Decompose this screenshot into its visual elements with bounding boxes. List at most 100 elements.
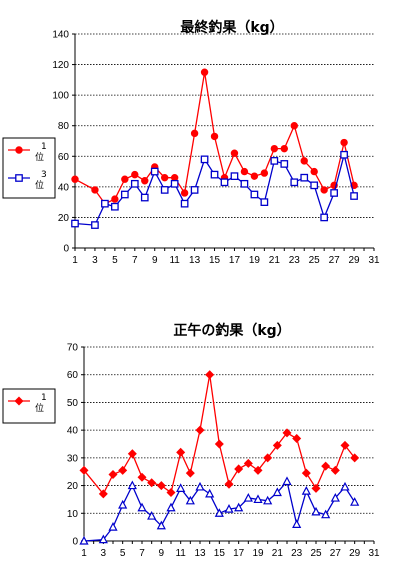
chart2-series-1-point [282, 428, 292, 438]
chart1-x-tick-label: 19 [249, 255, 261, 266]
chart1-series-2-point [220, 178, 229, 187]
chart1-series-2-point [340, 150, 348, 159]
chart1-series-1-point [190, 129, 199, 138]
chart2-series-1-point [321, 461, 331, 471]
chart1-series-2-point [150, 167, 159, 176]
chart1-series-2-point [260, 198, 269, 206]
chart1-series-2-point [200, 155, 209, 164]
chart1-series-2-point [230, 172, 239, 181]
chart2-x-tick-label: 31 [368, 548, 380, 559]
chart1-legend [2, 137, 56, 199]
chart2-series-1-point [272, 440, 282, 450]
chart2-x-tick-label: 23 [291, 548, 303, 559]
chart1-x-tick-label: 15 [209, 255, 221, 266]
chart1-legend-marker-1 [15, 146, 23, 154]
chart1-series-1-point [210, 132, 219, 141]
chart1-series-1-point [71, 175, 79, 183]
chart2-x-tick-label: 15 [214, 548, 226, 559]
chart2-x-tick-label: 19 [252, 548, 264, 559]
chart2-series-1-point [166, 487, 176, 498]
chart2-y-tick-label: 0 [72, 537, 78, 548]
chart1-series-1-point [131, 170, 139, 179]
chart2-y-tick-label: 40 [67, 426, 79, 437]
chart1-series-2-point [130, 179, 139, 188]
chart2-series-2-point [243, 492, 253, 502]
chart2-x-tick-label: 1 [81, 548, 87, 559]
chart2-x-tick-label: 29 [349, 548, 361, 559]
chart1-series-2-line [74, 154, 355, 226]
chart2-series-2-point [185, 495, 195, 505]
chart1-series-1-point [111, 195, 119, 203]
chart1-x-tick-label: 25 [309, 255, 321, 266]
chart1-y-tick-label: 120 [52, 60, 69, 71]
chart1-series-1-point [240, 167, 249, 176]
chart2-legend [2, 388, 56, 424]
chart1-series-1-point [141, 177, 149, 185]
chart2-series-1-point [108, 469, 118, 479]
chart2-series-2-point [166, 502, 176, 512]
chart2-x-tick-label: 3 [101, 548, 107, 559]
chart1-x-tick-label: 27 [329, 255, 341, 266]
chart2-series-2-point [176, 483, 186, 492]
chart2-series-2-point [118, 499, 128, 509]
chart1-series-2-point [120, 190, 129, 199]
chart2-series-1-point [176, 447, 186, 457]
chart2-series-1-point [330, 465, 340, 475]
chart1-series-2-point [330, 189, 338, 197]
chart1-x-tick-label: 1 [72, 255, 78, 266]
chart2-series-1-point [301, 468, 311, 478]
chart1-series-1-point [320, 186, 328, 194]
chart1-series-1-point [180, 189, 189, 197]
chart1-series-1-point [230, 149, 239, 157]
chart2-y-tick-label: 70 [67, 343, 79, 354]
chart1-series-1-point [280, 144, 288, 153]
chart1-series-2-point [140, 193, 149, 202]
chart1-series-1-point [91, 186, 99, 194]
chart2-title: 正午の釣果（kg） [173, 322, 290, 339]
chart1-x-tick-label: 11 [169, 255, 180, 266]
chart2-series-2-point [272, 487, 282, 497]
chart2-series-2-point [224, 504, 234, 513]
chart1-series-2-point [190, 186, 199, 194]
chart1-series-1-point [161, 173, 169, 182]
chart2-y-tick-label: 20 [67, 481, 79, 492]
chart1-series-1-point [290, 122, 298, 130]
chart2-series-1-point [340, 440, 350, 450]
chart1-series-2-point [290, 178, 299, 187]
chart1-x-tick-label: 17 [229, 255, 241, 266]
chart2-series-1-point [350, 453, 360, 463]
chart2-series-2-point [253, 494, 263, 504]
chart2-x-tick-label: 9 [159, 548, 165, 559]
chart2-series-2-point [214, 508, 224, 517]
chart2-series-2-point [127, 480, 137, 490]
chart2-series-2-point [321, 509, 331, 519]
chart2-y-tick-label: 30 [67, 453, 79, 464]
chart2-y-tick-label: 10 [67, 509, 79, 520]
chart1-legend-marker-2 [15, 174, 23, 182]
chart2-series-2-point [147, 510, 157, 520]
chart1-x-tick-label: 23 [289, 255, 301, 266]
chart2-series-2-point [330, 492, 340, 502]
chart1-y-tick-label: 80 [58, 121, 70, 132]
chart1-series-2-point [170, 179, 179, 188]
chart1-series-2-point [350, 192, 358, 200]
chart1-series-1-point [250, 172, 259, 180]
chart1-x-tick-label: 9 [152, 255, 158, 266]
chart1-x-tick-label: 29 [349, 255, 361, 266]
chart1-series-2-point [270, 157, 279, 165]
chart2-series-2-point [340, 481, 350, 491]
chart1-x-tick-label: 7 [132, 255, 138, 266]
chart1-series-2-point [180, 199, 189, 208]
chart1-series-2-point [101, 199, 109, 208]
chart2-series-2-point [79, 535, 89, 545]
chart2-series-2-point [156, 520, 166, 530]
chart1-series-2-point [280, 160, 289, 168]
chart1-title: 最終釣果（kg） [180, 19, 283, 36]
chart2-series-1-point [127, 449, 137, 459]
chart2-y-tick-label: 60 [67, 370, 79, 381]
chart1-series-2-point [160, 186, 169, 194]
chart1-y-tick-label: 140 [52, 30, 69, 41]
